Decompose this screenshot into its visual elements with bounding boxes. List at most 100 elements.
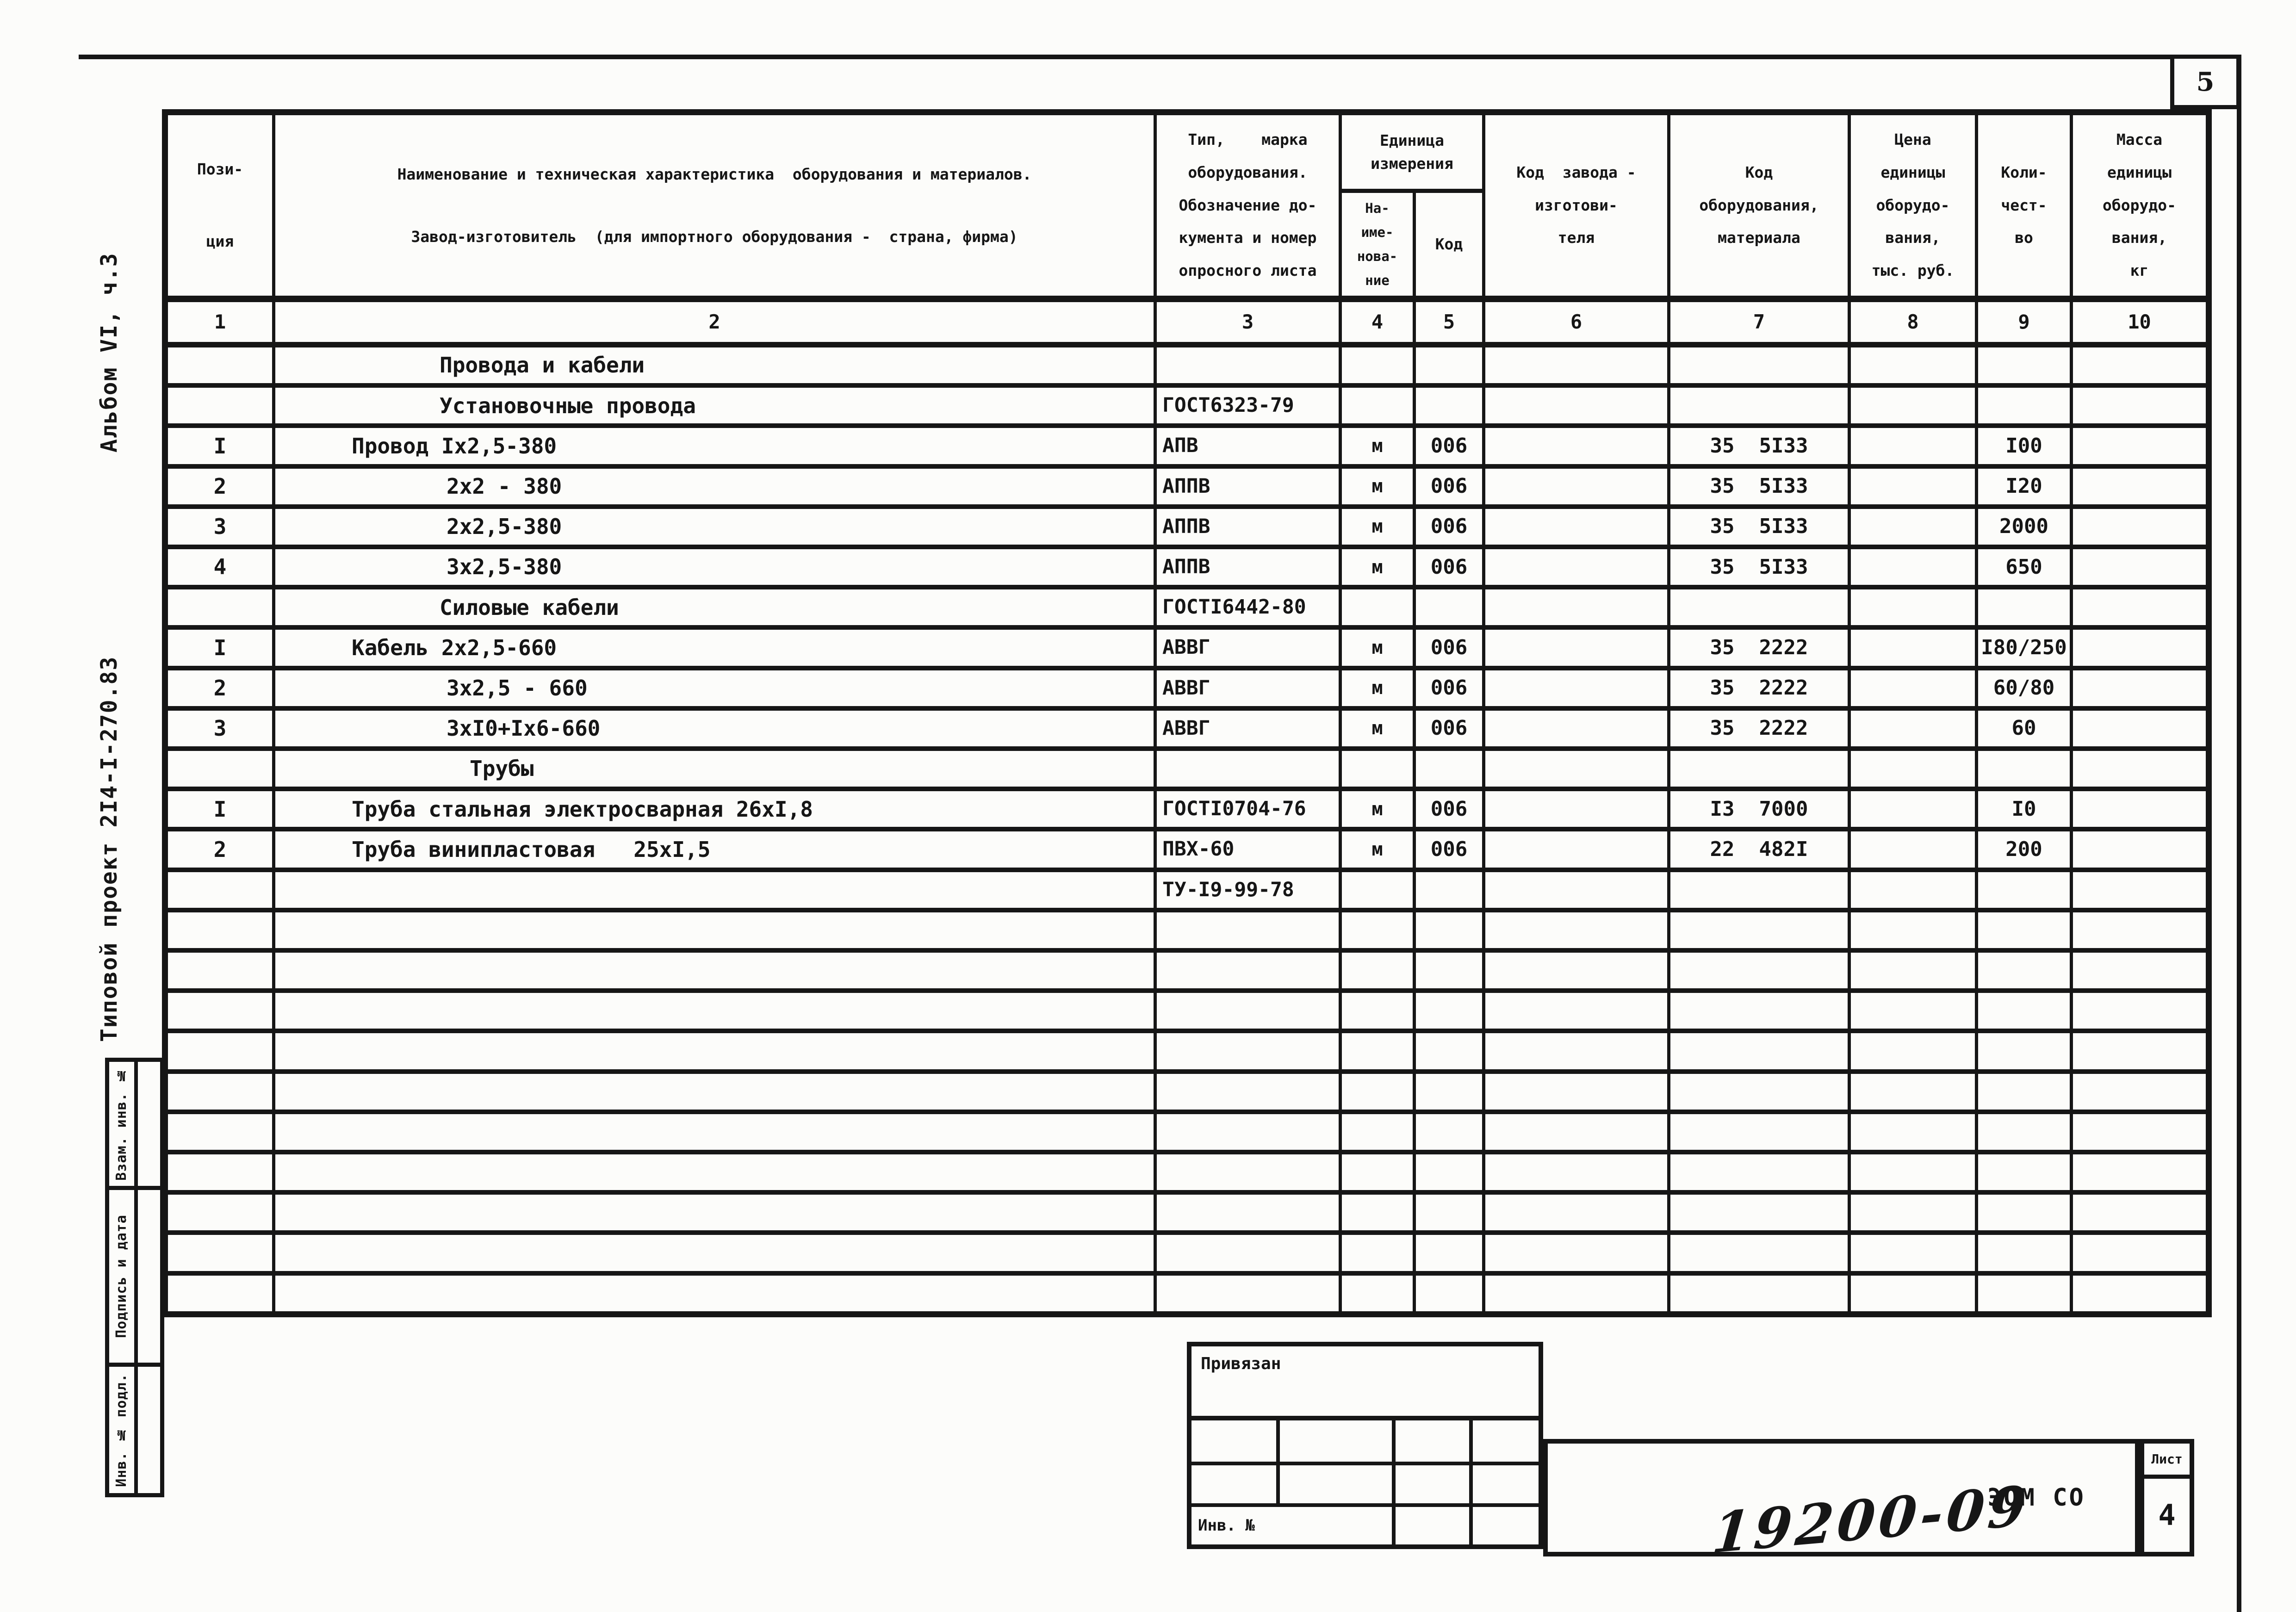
table-cell-r22-c5 <box>1413 1195 1482 1231</box>
table-cell-r4-c10 <box>2070 468 2206 504</box>
column-number: 3 <box>1154 302 1339 342</box>
corner-stamp: Привязан Инв. № <box>1187 1342 1543 1549</box>
column-number: 5 <box>1413 302 1482 342</box>
table-cell-r11-c7 <box>1667 751 1848 787</box>
table-cell-r20-c4 <box>1339 1114 1413 1150</box>
table-cell-r20-c7 <box>1667 1114 1848 1150</box>
vzam-inv-label: Взам. инв. № <box>113 1067 130 1181</box>
table-cell-r7-c9 <box>1975 589 2070 626</box>
table-cell-r8-c5: 006 <box>1413 630 1482 666</box>
table-cell-r9-c9: 60/80 <box>1975 670 2070 706</box>
stamp-grid-cell <box>1392 1503 1469 1544</box>
sheet-label: Лист <box>2144 1444 2190 1479</box>
inv-number-label: Инв. № <box>1198 1516 1255 1535</box>
table-cell-r15-c3 <box>1154 912 1339 949</box>
stamp-grid-cell <box>1392 1462 1469 1503</box>
table-cell-r21-c6 <box>1482 1154 1667 1190</box>
table-cell-r14-c3: ТУ-I9-99-78 <box>1154 872 1339 908</box>
table-cell-r18-c4 <box>1339 1033 1413 1069</box>
column-number: 9 <box>1975 302 2070 342</box>
table-cell-r24-c3 <box>1154 1275 1339 1311</box>
table-cell-r16-c4 <box>1339 953 1413 989</box>
stamp-empty-cell <box>138 1190 160 1363</box>
header-unit-code: Код <box>1413 193 1482 296</box>
table-cell-r19-c8 <box>1848 1073 1975 1110</box>
table-cell-r1-c2: Провода и кабели <box>272 347 1154 384</box>
column-number: 4 <box>1339 302 1413 342</box>
table-cell-r15-c4 <box>1339 912 1413 949</box>
table-cell-r24-c6 <box>1482 1275 1667 1311</box>
stamp-row-podpis: Подпись и дата <box>109 1186 160 1363</box>
table-cell-r8-c2: Кабель 2х2,5-660 <box>272 630 1154 666</box>
table-cell-r5-c5: 006 <box>1413 508 1482 545</box>
table-cell-r22-c10 <box>2070 1195 2206 1231</box>
table-cell-r14-c8 <box>1848 872 1975 908</box>
table-cell-r11-c9 <box>1975 751 2070 787</box>
header-factory-code: Код завода - изготови-теля <box>1482 115 1667 296</box>
table-row <box>168 953 2206 993</box>
table-cell-r21-c2 <box>272 1154 1154 1190</box>
table-cell-r5-c2: 2х2,5-380 <box>272 508 1154 545</box>
table-cell-r2-c2: Установочные провода <box>272 388 1154 424</box>
table-cell-r7-c1 <box>168 589 272 625</box>
table-cell-r4-c6 <box>1482 468 1667 504</box>
table-row <box>168 1114 2206 1155</box>
table-cell-r1-c3 <box>1154 347 1339 384</box>
table-cell-r14-c7 <box>1667 872 1848 908</box>
table-cell-r8-c9: I80/250 <box>1975 630 2070 666</box>
stamp-grid-cell <box>1469 1420 1539 1462</box>
table-cell-r7-c10 <box>2070 589 2206 626</box>
table-cell-r22-c3 <box>1154 1195 1339 1231</box>
table-cell-r21-c3 <box>1154 1154 1339 1190</box>
table-cell-r9-c1: 2 <box>213 676 227 701</box>
table-cell-r4-c3: АППВ <box>1154 468 1339 504</box>
inv-podl-label: Инв. № подл. <box>113 1373 130 1487</box>
table-cell-r8-c1: I <box>213 635 227 660</box>
table-cell-r20-c1 <box>168 1114 272 1150</box>
table-cell-r2-c5 <box>1413 388 1482 424</box>
table-cell-r21-c7 <box>1667 1154 1848 1190</box>
table-cell-r19-c2 <box>272 1073 1154 1110</box>
table-cell-r7-c7 <box>1667 589 1848 626</box>
table-cell-r2-c7 <box>1667 388 1848 424</box>
table-cell-r10-c5: 006 <box>1413 710 1482 747</box>
table-cell-r3-c3: АПВ <box>1154 428 1339 464</box>
table-cell-r18-c5 <box>1413 1033 1482 1069</box>
table-cell-r3-c8 <box>1848 428 1975 464</box>
table-cell-r16-c7 <box>1667 953 1848 989</box>
table-cell-r10-c6 <box>1482 710 1667 747</box>
header-quantity: Коли-чест-во <box>1975 115 2070 296</box>
table-cell-r23-c10 <box>2070 1235 2206 1271</box>
table-cell-r18-c8 <box>1848 1033 1975 1069</box>
table-cell-r19-c4 <box>1339 1073 1413 1110</box>
table-cell-r9-c3: АВВГ <box>1154 670 1339 706</box>
table-row: Провода и кабели <box>168 347 2206 388</box>
table-cell-r13-c9: 200 <box>1975 831 2070 868</box>
table-cell-r13-c10 <box>2070 831 2206 868</box>
table-cell-r14-c2 <box>272 872 1154 908</box>
doc-code-box: ЭОМ СО <box>1543 1439 2140 1556</box>
table-cell-r3-c9: I00 <box>1975 428 2070 464</box>
table-row <box>168 1235 2206 1276</box>
table-cell-r11-c3 <box>1154 751 1339 787</box>
table-cell-r15-c5 <box>1413 912 1482 949</box>
table-cell-r7-c8 <box>1848 589 1975 626</box>
table-cell-r24-c2 <box>272 1275 1154 1311</box>
table-row <box>168 1195 2206 1235</box>
table-cell-r12-c2: Труба стальная электросварная 26хI,8 <box>272 791 1154 827</box>
stamp-grid-cell <box>1191 1462 1276 1503</box>
table-cell-r10-c10 <box>2070 710 2206 747</box>
table-cell-r14-c4 <box>1339 872 1413 908</box>
table-cell-r4-c9: I20 <box>1975 468 2070 504</box>
table-cell-r22-c8 <box>1848 1195 1975 1231</box>
table-cell-r16-c9 <box>1975 953 2070 989</box>
table-cell-r17-c3 <box>1154 993 1339 1029</box>
table-cell-r17-c1 <box>168 993 272 1029</box>
table-cell-r8-c8 <box>1848 630 1975 666</box>
table-cell-r19-c3 <box>1154 1073 1339 1110</box>
table-cell-r22-c6 <box>1482 1195 1667 1231</box>
table-row: 2 Труба винипластовая 25хI,5 ПВХ-60 м 006 22 … <box>168 831 2206 872</box>
page-number: 5 <box>2196 67 2215 97</box>
table-cell-r5-c6 <box>1482 508 1667 545</box>
